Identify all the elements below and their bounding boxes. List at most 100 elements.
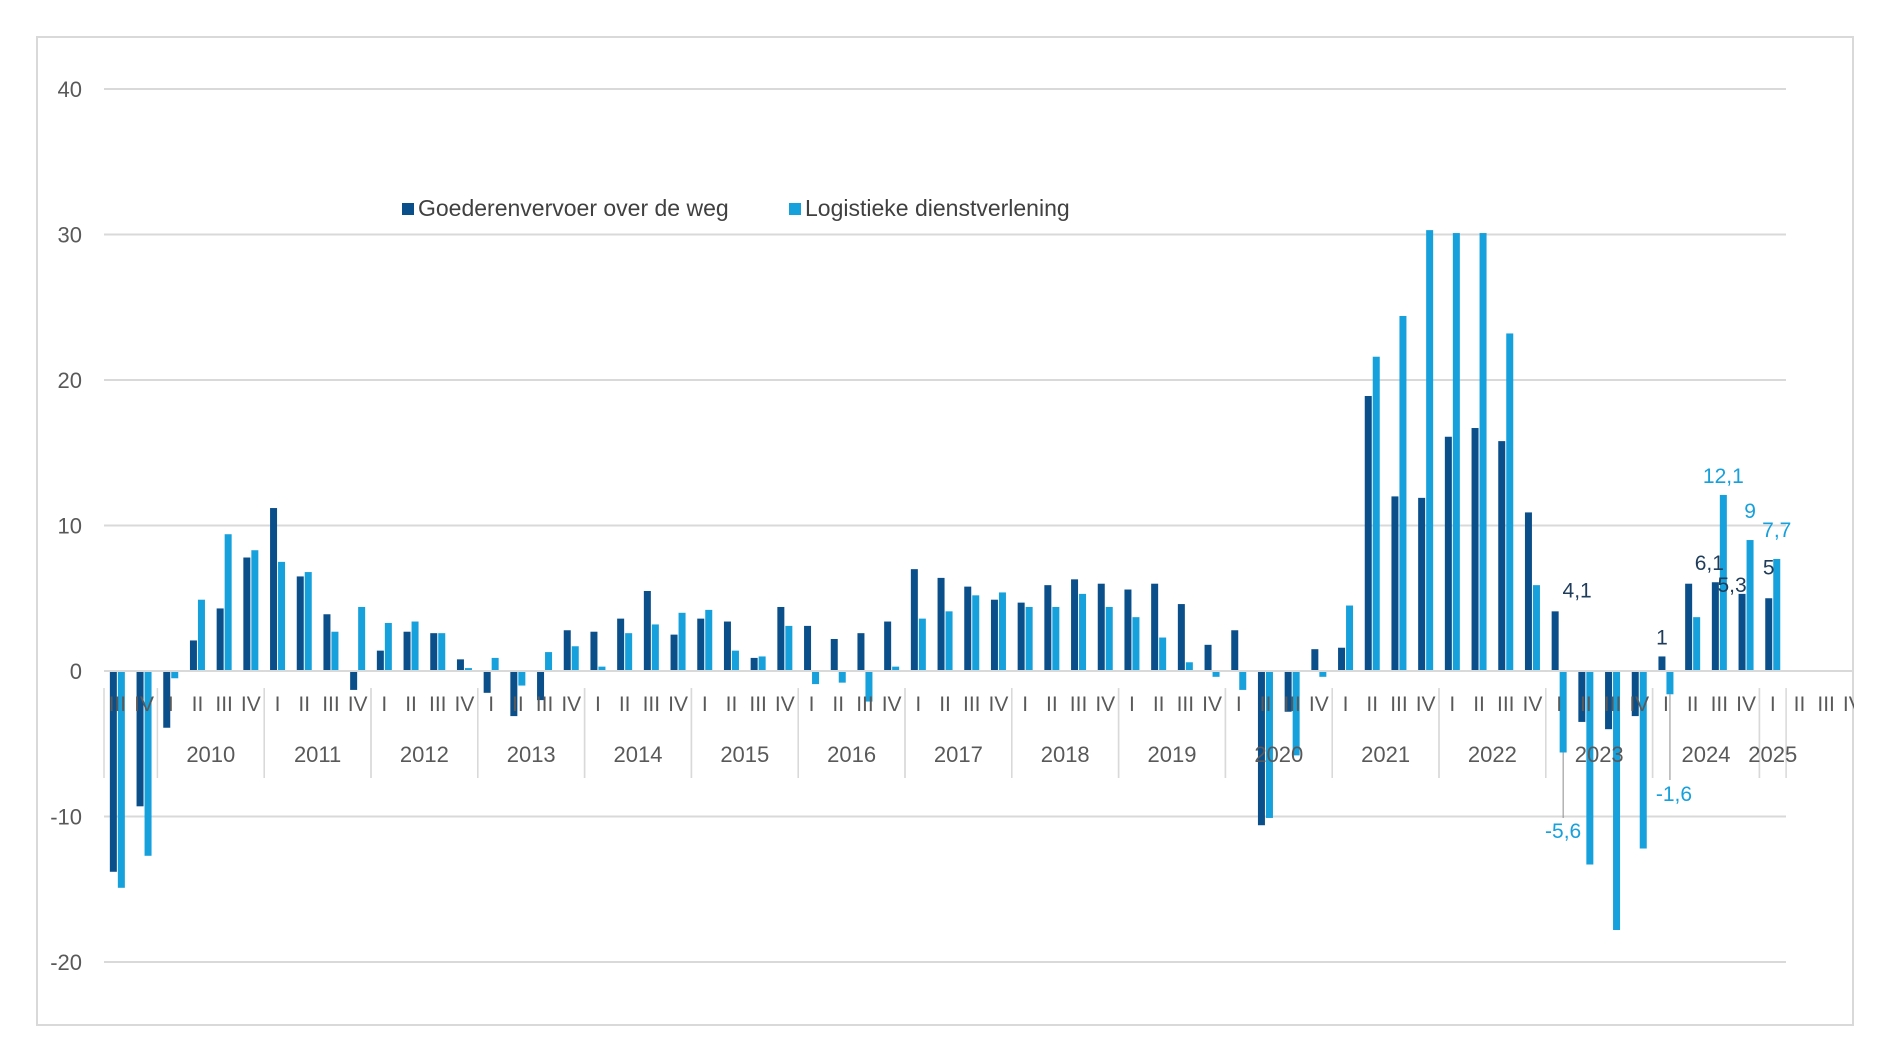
data-label: 7,7 [1762,519,1791,542]
x-tick-quarter: III [1177,693,1195,716]
x-tick-year: 2020 [1254,742,1303,767]
bar-goederenvervoer [1364,396,1372,671]
bar-goederenvervoer [296,576,304,671]
bar-goederenvervoer [884,621,892,671]
bar-goederenvervoer [136,671,144,807]
x-tick-quarter: I [809,693,815,716]
x-tick-quarter: III [1711,693,1729,716]
bar-logistiek [1666,671,1674,695]
bar-goederenvervoer [109,671,117,872]
y-tick-label: 20 [58,368,82,393]
bar-goederenvervoer [910,569,918,671]
bar-goederenvervoer [750,657,758,671]
data-label: 5 [1763,556,1775,579]
bar-goederenvervoer [804,625,812,671]
bar-logistiek [224,534,232,671]
bar-logistiek [812,671,820,685]
x-tick-quarter: II [1794,693,1806,716]
bar-logistiek [384,622,392,671]
bar-goederenvervoer [1578,671,1586,722]
bar-logistiek [464,668,472,671]
x-tick-quarter: IV [1629,693,1649,716]
bar-logistiek [1185,662,1193,671]
data-label: 12,1 [1703,465,1744,488]
x-tick-quarter: I [1663,693,1669,716]
bars [109,230,1781,930]
bar-goederenvervoer [937,577,945,671]
bar-logistiek [705,609,713,671]
x-tick-year: 2023 [1575,742,1624,767]
bar-goederenvervoer [189,640,197,671]
bar-logistiek [758,656,766,671]
bar-goederenvervoer [777,606,785,671]
data-label: 9 [1744,500,1756,523]
x-tick-quarter: III [215,693,233,716]
x-tick-quarter: II [619,693,631,716]
bar-logistiek [1346,605,1354,671]
x-tick-quarter: IV [1202,693,1222,716]
x-tick-quarter: I [1556,693,1562,716]
bar-goederenvervoer [1044,585,1052,671]
bar-goederenvervoer [964,586,972,671]
bar-goederenvervoer [1551,611,1559,671]
bar-logistiek [518,671,526,686]
x-tick-year: 2015 [720,742,769,767]
x-tick-quarter: II [1473,693,1485,716]
bar-logistiek [1052,606,1060,671]
x-tick-quarter: IV [134,693,154,716]
x-tick-year: 2010 [186,742,235,767]
bar-logistiek [1132,617,1140,671]
bar-goederenvervoer [1204,644,1212,671]
bar-logistiek [892,666,900,671]
bar-logistiek [838,671,846,683]
bar-logistiek [251,550,259,671]
bar-goederenvervoer [1498,441,1506,671]
bar-logistiek [945,611,953,671]
data-label: 4,1 [1563,579,1592,602]
x-tick-quarter: III [1817,693,1835,716]
bar-goederenvervoer [1338,647,1346,671]
bar-logistiek [678,612,686,671]
bar-goederenvervoer [537,671,545,701]
bar-logistiek [1025,606,1033,671]
x-tick-quarter: I [702,693,708,716]
x-tick-year: 2012 [400,742,449,767]
bar-logistiek [625,633,633,671]
bar-logistiek [1159,637,1167,671]
x-tick-quarter: II [512,693,524,716]
x-tick-quarter: IV [989,693,1009,716]
bar-goederenvervoer [430,633,438,671]
bar-logistiek [1452,233,1460,672]
bar-goederenvervoer [563,630,571,671]
bar-goederenvervoer [403,631,411,671]
x-tick-quarter: IV [455,693,475,716]
bar-logistiek [1426,230,1434,671]
x-tick-quarter: IV [1523,693,1543,716]
bar-goederenvervoer [1444,436,1452,671]
x-tick-quarter: II [1046,693,1058,716]
bar-logistiek [918,618,926,671]
bar-logistiek [304,572,312,671]
x-tick-year: 2021 [1361,742,1410,767]
bar-goederenvervoer [163,671,171,728]
x-tick-quarter: II [1366,693,1378,716]
bar-logistiek [998,592,1006,671]
bar-goederenvervoer [510,671,518,717]
bar-goederenvervoer [857,633,865,671]
x-tick-quarter: II [832,693,844,716]
bar-goederenvervoer [643,590,651,671]
x-tick-quarter: II [1580,693,1592,716]
x-tick-year: 2022 [1468,742,1517,767]
x-tick-quarter: II [298,693,310,716]
x-axis: III IV I II III IV I II III IV I II III IV I II III IV I II… [103,670,1854,778]
bar-logistiek [1265,671,1273,818]
x-tick-quarter: III [429,693,447,716]
bar-goederenvervoer [1177,604,1185,671]
bar-logistiek [785,625,793,671]
x-tick-year: 2018 [1041,742,1090,767]
bar-logistiek [1105,606,1113,671]
bar-goederenvervoer [723,621,731,671]
x-tick-quarter: I [1770,693,1776,716]
x-tick-quarter: II [726,693,738,716]
bar-goederenvervoer [483,671,491,693]
